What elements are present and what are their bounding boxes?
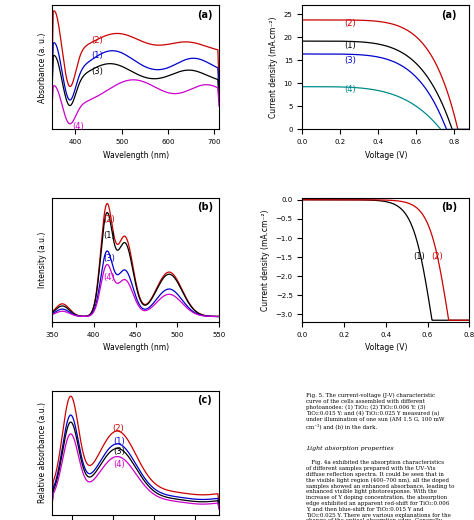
Text: (c): (c) bbox=[197, 395, 212, 405]
Y-axis label: Current density (mA.cm⁻²): Current density (mA.cm⁻²) bbox=[261, 209, 270, 311]
Text: (4): (4) bbox=[103, 274, 115, 282]
Text: Light absorption properties: Light absorption properties bbox=[306, 447, 393, 451]
X-axis label: Wavelength (nm): Wavelength (nm) bbox=[102, 151, 169, 160]
Text: (4): (4) bbox=[113, 460, 125, 469]
Text: (2): (2) bbox=[103, 215, 115, 224]
Text: (1): (1) bbox=[113, 437, 125, 446]
Text: (3): (3) bbox=[113, 447, 125, 456]
X-axis label: Voltage (V): Voltage (V) bbox=[365, 151, 407, 160]
Text: (2): (2) bbox=[112, 424, 124, 433]
Y-axis label: Current density (mA.cm⁻²): Current density (mA.cm⁻²) bbox=[269, 17, 278, 118]
Text: Fig. 4a exhibited the absorption characteristics
of different samples prepared w: Fig. 4a exhibited the absorption charact… bbox=[306, 460, 454, 520]
Text: (2): (2) bbox=[432, 252, 444, 261]
Text: (1): (1) bbox=[103, 231, 115, 240]
Text: (3): (3) bbox=[103, 254, 115, 263]
Text: (3): (3) bbox=[344, 56, 356, 65]
Text: (1): (1) bbox=[344, 41, 356, 49]
Text: (a): (a) bbox=[441, 10, 456, 20]
Text: (1): (1) bbox=[91, 51, 103, 60]
Text: (1): (1) bbox=[413, 252, 425, 261]
Text: (4): (4) bbox=[344, 85, 356, 94]
Y-axis label: Relative absorbance (a.u.): Relative absorbance (a.u.) bbox=[37, 402, 46, 503]
Text: (b): (b) bbox=[197, 202, 213, 212]
Text: (a): (a) bbox=[197, 10, 213, 20]
Text: (b): (b) bbox=[441, 202, 457, 212]
Y-axis label: Absorbance (a. u.): Absorbance (a. u.) bbox=[37, 32, 46, 102]
X-axis label: Voltage (V): Voltage (V) bbox=[365, 343, 407, 353]
X-axis label: Wavelength (nm): Wavelength (nm) bbox=[102, 343, 169, 353]
Text: (2): (2) bbox=[344, 19, 356, 28]
Text: (2): (2) bbox=[91, 35, 103, 45]
Y-axis label: Intensity (a.u.): Intensity (a.u.) bbox=[37, 232, 46, 288]
Text: (4): (4) bbox=[72, 122, 84, 131]
Text: Fig. 5. The current-voltage (J-V) characteristic
curve of the cells assembled wi: Fig. 5. The current-voltage (J-V) charac… bbox=[306, 393, 444, 429]
Text: (3): (3) bbox=[91, 67, 103, 76]
